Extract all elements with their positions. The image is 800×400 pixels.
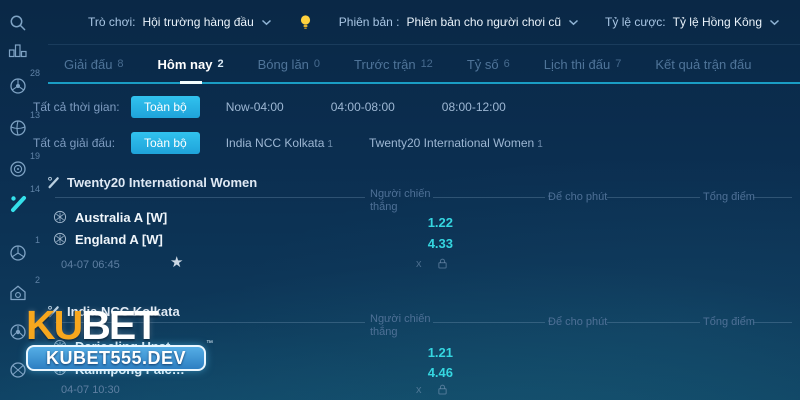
lock-icon <box>436 383 449 396</box>
league-icon <box>46 303 62 319</box>
section-league-title[interactable]: Twenty20 International Women <box>67 175 258 190</box>
divider <box>55 322 365 323</box>
favorite-star-icon[interactable]: ★ <box>170 254 184 271</box>
esports-house-icon[interactable]: 2 <box>8 275 40 307</box>
time-filter-all-button[interactable]: Toàn bộ <box>131 96 200 118</box>
sport-count-badge: 28 <box>29 68 40 78</box>
soccer-icon[interactable]: 28 <box>8 68 40 100</box>
league-filter-label: Tất cả giải đấu: <box>33 136 116 150</box>
tab-ty-so[interactable]: Tỷ số 6 <box>466 56 510 72</box>
tab-giai-dau[interactable]: Giải đấu 8 <box>64 56 124 72</box>
team-badge-icon <box>52 338 68 354</box>
chevron-down-icon <box>568 19 579 26</box>
time-filter-row: Tất cả thời gian: Toàn bộ Now-04:00 04:0… <box>33 95 800 119</box>
divider <box>55 197 365 198</box>
no-bet-marker: x <box>416 384 422 396</box>
game-mode-dropdown[interactable]: Trò chơi: Hội trường hàng đầu <box>88 15 272 29</box>
column-handicap: Để cho phút <box>548 191 608 203</box>
odds-type-value: Tỷ lệ Hồng Kông <box>672 15 762 29</box>
tab-truoc-tran[interactable]: Trước trận 12 <box>354 56 433 72</box>
team-name: Kalimpong Falc… <box>75 362 185 377</box>
sport-count-badge: 13 <box>29 110 40 120</box>
tab-hom-nay[interactable]: Hôm nay 2 <box>158 44 224 84</box>
team-name: Darjeeling Unst… <box>75 339 184 354</box>
divider <box>433 197 545 198</box>
league-filter-row: Tất cả giải đấu: Toàn bộ India NCC Kolka… <box>33 131 800 155</box>
divider <box>753 322 792 323</box>
game-mode-value: Hội trường hàng đầu <box>142 15 254 29</box>
sport-count-badge: 2 <box>34 275 40 285</box>
team-badge-icon <box>52 361 68 377</box>
sidebar: 28 13 19 14 1 2 <box>0 0 48 400</box>
version-dropdown[interactable]: Phiên bản : Phiên bản cho người chơi cũ <box>339 15 579 29</box>
sport-count-badge: 14 <box>29 184 40 194</box>
game-mode-label: Trò chơi: <box>88 15 136 29</box>
tab-lich-thi-dau[interactable]: Lịch thi đấu 7 <box>543 56 622 72</box>
odds-type-label: Tỷ lệ cược: <box>605 15 666 29</box>
match-datetime: 04-07 06:45 <box>61 259 120 271</box>
ball-icon[interactable] <box>8 360 32 384</box>
team-name: England A [W] <box>75 232 163 247</box>
column-total: Tổng điểm <box>703 316 755 328</box>
time-option-now[interactable]: Now-04:00 <box>225 100 284 114</box>
divider <box>607 197 700 198</box>
league-filter-all-button[interactable]: Toàn bộ <box>131 132 200 154</box>
odds-type-dropdown[interactable]: Tỷ lệ cược: Tỷ lệ Hồng Kông <box>605 15 780 29</box>
target-icon[interactable]: 19 <box>8 151 40 183</box>
odds-cell[interactable]: 4.33 <box>427 236 453 251</box>
version-value: Phiên bản cho người chơi cũ <box>406 15 562 29</box>
chevron-down-icon <box>261 19 272 26</box>
sport-count-badge: 19 <box>29 151 40 161</box>
volleyball-icon[interactable]: 1 <box>8 235 40 267</box>
cricket-bat-icon[interactable]: 14 <box>8 184 40 216</box>
football-icon[interactable] <box>8 322 32 346</box>
time-option-08-12[interactable]: 08:00-12:00 <box>441 100 506 114</box>
time-filter-label: Tất cả thời gian: <box>33 100 120 114</box>
divider <box>753 197 792 198</box>
match-tabs: Giải đấu 8 Hôm nay 2 Bóng lăn 0 Trước trận 1… <box>48 44 800 84</box>
column-total: Tổng điểm <box>703 191 755 203</box>
league-option-twenty20[interactable]: Twenty20 International Women 1 <box>368 136 543 150</box>
tab-ket-qua[interactable]: Kết quả trận đấu <box>655 56 752 72</box>
sport-count-badge: 1 <box>34 235 40 245</box>
odds-cell[interactable]: 1.21 <box>427 345 453 360</box>
ranking-podium-icon[interactable] <box>8 42 32 66</box>
lock-icon <box>436 257 449 270</box>
team-badge-icon <box>52 209 68 225</box>
odds-cell[interactable]: 4.46 <box>427 365 453 380</box>
time-option-04-08[interactable]: 04:00-08:00 <box>330 100 395 114</box>
odds-cell[interactable]: 1.22 <box>427 215 453 230</box>
divider <box>433 322 545 323</box>
divider <box>607 322 700 323</box>
column-winner: Người chiến thắng <box>370 188 431 213</box>
league-option-india-ncc[interactable]: India NCC Kolkata 1 <box>225 136 333 150</box>
league-icon <box>46 174 62 190</box>
trademark-mark: ™ <box>206 340 213 347</box>
search-icon[interactable] <box>8 13 32 37</box>
team-badge-icon <box>52 231 68 247</box>
column-handicap: Để cho phút <box>548 316 608 328</box>
no-bet-marker: x <box>416 258 422 270</box>
lightbulb-icon[interactable] <box>298 14 313 31</box>
top-settings-bar: Trò chơi: Hội trường hàng đầu Phiên bản … <box>48 0 800 45</box>
section-league-title[interactable]: India NCC Kolkata <box>67 304 180 319</box>
basketball-icon[interactable]: 13 <box>8 110 40 142</box>
version-label: Phiên bản : <box>338 15 400 29</box>
tab-bong-lan[interactable]: Bóng lăn 0 <box>257 56 321 72</box>
match-datetime: 04-07 10:30 <box>61 384 120 396</box>
team-name: Australia A [W] <box>75 210 168 225</box>
chevron-down-icon <box>769 19 780 26</box>
column-winner: Người chiến thắng <box>370 313 431 338</box>
